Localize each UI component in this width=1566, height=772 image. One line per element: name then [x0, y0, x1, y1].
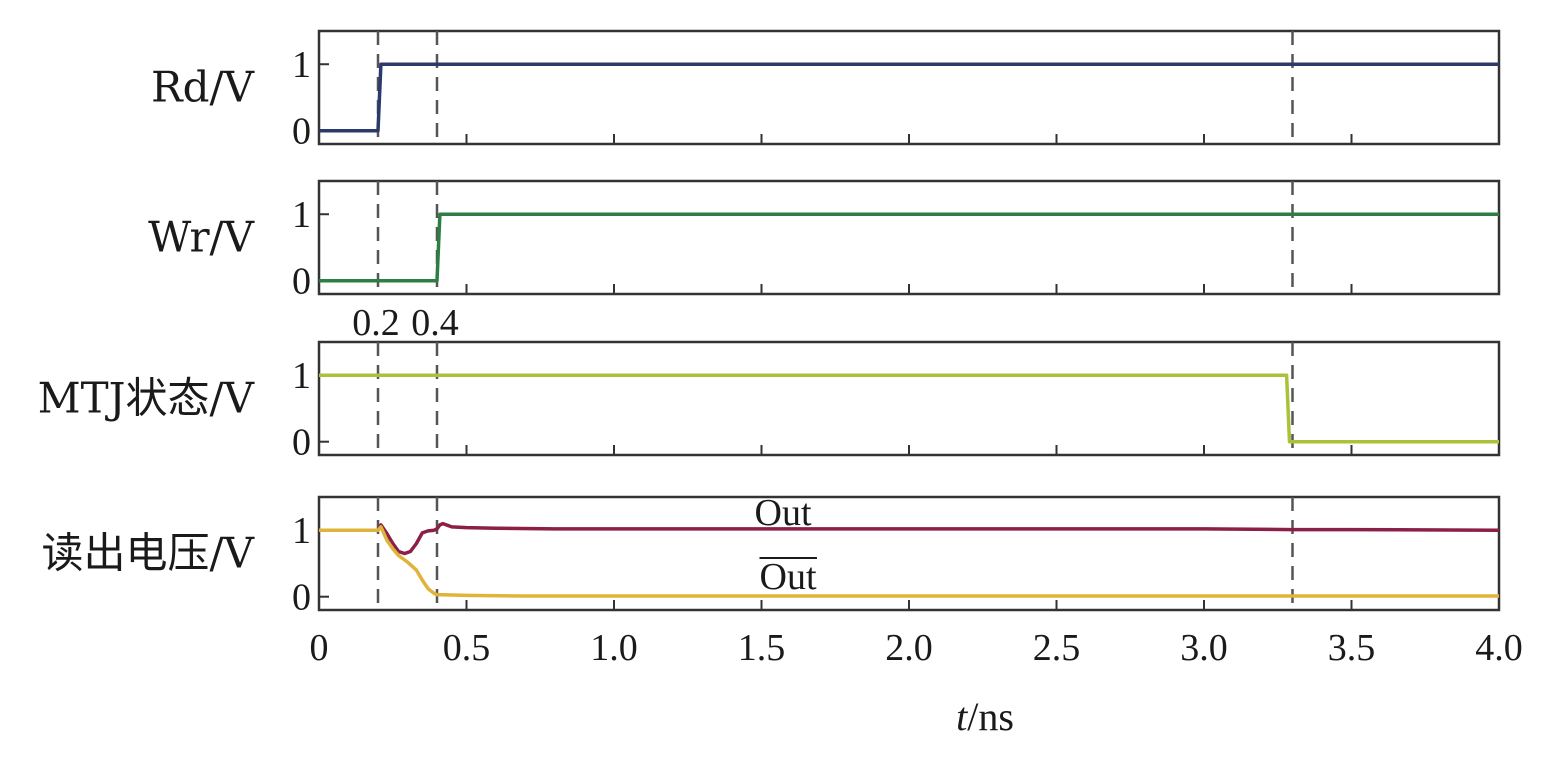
x-tick-label: 3.5	[1328, 627, 1376, 669]
panel-frame	[317, 495, 1501, 612]
x-tick-label: 1.5	[738, 627, 786, 669]
panel-frame	[317, 179, 1501, 296]
event-label: 0.4	[411, 302, 459, 344]
y-tick-label: 0	[292, 422, 311, 464]
x-axis-label-var: t	[956, 694, 968, 739]
series-line-2-1	[319, 212, 1499, 283]
series-label-out: Out	[755, 492, 812, 534]
panel-4: 0 1 读出电压/V Out Out	[42, 492, 1501, 619]
x-tick-label: 1.0	[590, 627, 638, 669]
event-label: 0.2	[352, 302, 400, 344]
y-tick-label: 0	[292, 577, 311, 619]
y-tick-label: 0	[292, 261, 311, 303]
series-line-4-2	[319, 525, 1499, 598]
x-tick-label: 0	[310, 627, 329, 669]
x-tick-label: 2.5	[1033, 627, 1081, 669]
x-axis-label: t/ns	[956, 694, 1014, 739]
panel-ylabel: Rd/V	[151, 63, 255, 112]
x-tick-label: 2.0	[885, 627, 933, 669]
y-tick-label: 1	[292, 510, 311, 552]
panel-1: 0 1 Rd/V	[151, 29, 1501, 153]
y-tick-label: 1	[292, 44, 311, 86]
y-tick-label: 1	[292, 194, 311, 236]
panel-ylabel: MTJ状态/V	[38, 374, 255, 423]
x-tick-label: 3.0	[1180, 627, 1228, 669]
panel-ylabel: 读出电压/V	[42, 529, 255, 578]
series-line-3-1	[319, 373, 1499, 444]
series-line-4-1	[319, 521, 1500, 556]
panel-3: 0 1 MTJ状态/V	[38, 340, 1501, 464]
series-line-1-1	[319, 62, 1499, 133]
panel-ylabel: Wr/V	[148, 213, 255, 262]
x-axis-label-unit: /ns	[967, 694, 1014, 739]
panel-2: 0 1 Wr/V	[148, 179, 1501, 303]
y-tick-label: 0	[292, 111, 311, 153]
panel-frame	[317, 29, 1501, 146]
x-tick-label: 4.0	[1475, 627, 1523, 669]
y-tick-label: 1	[292, 355, 311, 397]
x-tick-label: 0.5	[443, 627, 491, 669]
series-label-out-bar: Out	[760, 556, 817, 598]
panel-frame	[317, 340, 1501, 457]
